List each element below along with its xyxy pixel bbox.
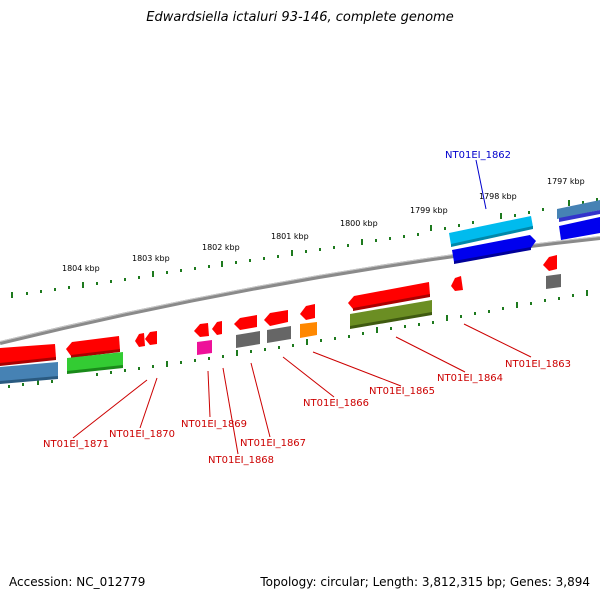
cds-1862-blue[interactable] xyxy=(452,235,536,262)
tick-label-1804: 1804 kbp xyxy=(62,264,100,273)
gene-label-nt01ei-1869[interactable]: NT01EI_1869 xyxy=(181,419,247,430)
tick-label-1803: 1803 kbp xyxy=(132,254,170,263)
leader-lines xyxy=(72,159,532,455)
feature-1865-olive[interactable] xyxy=(350,300,432,327)
gene-label-nt01ei-1865[interactable]: NT01EI_1865 xyxy=(369,386,435,397)
cds-1869b[interactable] xyxy=(194,323,209,337)
cds-1868[interactable] xyxy=(234,315,257,330)
cds-1867[interactable] xyxy=(264,310,288,326)
gene-label-nt01ei-1864[interactable]: NT01EI_1864 xyxy=(437,373,503,384)
cds-1861-steel[interactable] xyxy=(557,200,600,219)
cds-1861-blue[interactable] xyxy=(559,217,600,240)
tick-label-1798: 1798 kbp xyxy=(479,192,517,201)
tick-label-1801: 1801 kbp xyxy=(271,232,309,241)
map-title: Edwardsiella ictaluri 93-146, complete g… xyxy=(146,10,454,25)
gene-label-nt01ei-1870[interactable]: NT01EI_1870 xyxy=(109,429,175,440)
tick-label-1802: 1802 kbp xyxy=(202,243,240,252)
feature-1869-magenta[interactable] xyxy=(197,340,212,355)
feature-1868-gray[interactable] xyxy=(236,331,260,348)
genome-summary-text: Topology: circular; Length: 3,812,315 bp… xyxy=(260,575,590,589)
gene-label-nt01ei-1867[interactable]: NT01EI_1867 xyxy=(240,438,306,449)
feature-1867-gray[interactable] xyxy=(267,326,291,343)
tick-label-1797: 1797 kbp xyxy=(547,177,585,186)
lower-strand-features xyxy=(0,255,561,384)
tick-label-1800: 1800 kbp xyxy=(340,219,378,228)
cds-1869a[interactable] xyxy=(212,321,222,335)
gene-label-nt01ei-1866[interactable]: NT01EI_1866 xyxy=(303,398,369,409)
lower-scale-ticks xyxy=(8,290,588,388)
cds-1870b[interactable] xyxy=(135,333,145,347)
cds-1864[interactable] xyxy=(348,282,430,309)
gene-label-nt01ei-1871[interactable]: NT01EI_1871 xyxy=(43,439,109,450)
cds-1862-lightblue[interactable] xyxy=(449,216,533,245)
gene-label-nt01ei-1868[interactable]: NT01EI_1868 xyxy=(208,455,274,466)
cds-1866[interactable] xyxy=(300,304,315,320)
cds-1864-small[interactable] xyxy=(451,276,463,291)
tick-label-1799: 1799 kbp xyxy=(410,206,448,215)
upper-strand-features xyxy=(449,200,600,264)
feature-1872-steel[interactable] xyxy=(0,362,58,382)
accession-text: Accession: NC_012779 xyxy=(9,575,146,589)
gene-label-nt01ei-1863[interactable]: NT01EI_1863 xyxy=(505,359,571,370)
cds-1870a[interactable] xyxy=(145,331,157,345)
upper-scale-ticks xyxy=(11,198,598,298)
gene-label-nt01ei-1862[interactable]: NT01EI_1862 xyxy=(445,150,511,161)
feature-1863-gray[interactable] xyxy=(546,274,561,289)
feature-1866-orange[interactable] xyxy=(300,322,317,338)
cds-1863[interactable] xyxy=(543,255,557,271)
